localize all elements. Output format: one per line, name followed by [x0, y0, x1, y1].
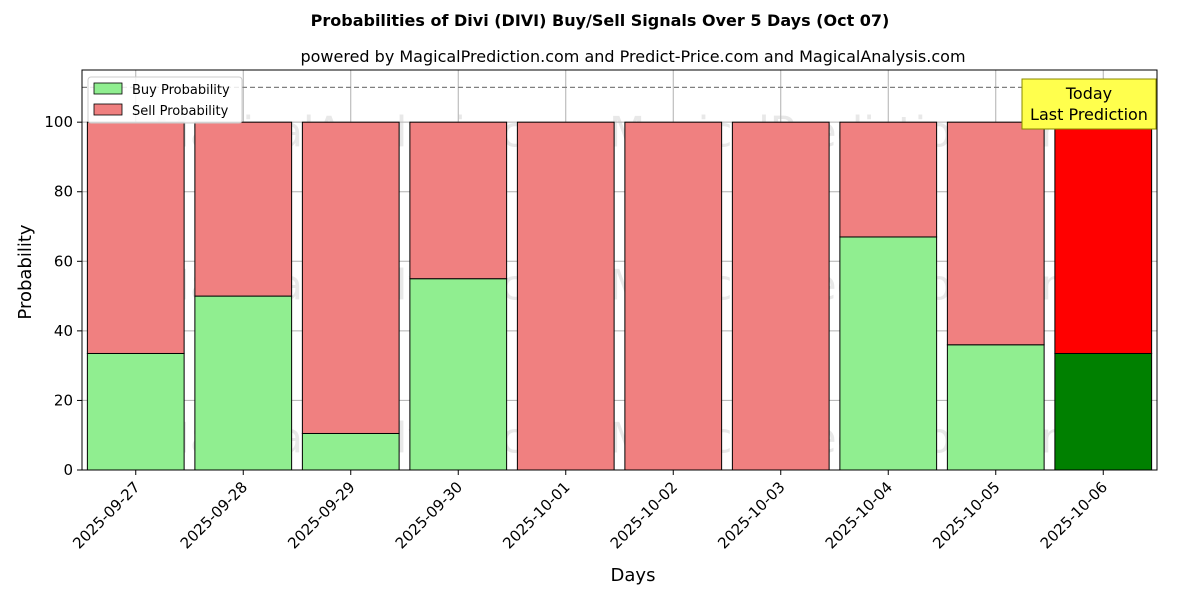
y-tick-label-4: 80: [54, 183, 73, 201]
bar-buy-2025-09-28: [194, 295, 293, 471]
x-tick-label-5: 2025-10-02: [607, 478, 681, 552]
x-axis: 2025-09-27 2025-09-28 2025-09-29 2025-09-30…: [69, 470, 1111, 552]
legend: Buy Probability Sell Probability: [87, 76, 243, 124]
legend-swatch-sell: [93, 103, 123, 116]
x-tick-label-3: 2025-09-30: [392, 478, 466, 552]
legend-box: [87, 76, 243, 124]
bar-buy-2025-10-06: [1054, 352, 1153, 471]
plot-frame: [81, 69, 1158, 471]
bar-buy-2025-09-29: [301, 432, 400, 471]
y-tick-label-1: 20: [54, 391, 73, 409]
x-tick-label-2: 2025-09-29: [284, 478, 358, 552]
x-tick-label-7: 2025-10-04: [822, 478, 896, 552]
bar-buy-2025-10-05: [946, 344, 1045, 471]
legend-label-buy: Buy Probability: [132, 83, 230, 98]
x-tick-label-6: 2025-10-03: [714, 478, 788, 552]
bars: [86, 121, 1153, 471]
chart-subtitle: powered by MagicalPrediction.com and Pre…: [300, 47, 965, 66]
bar-sell-2025-09-30: [409, 121, 508, 280]
bar-sell-2025-10-06: [1054, 121, 1153, 354]
legend-label-sell: Sell Probability: [132, 104, 229, 119]
bar-buy-2025-10-04: [839, 236, 938, 471]
today-annotation: Today Last Prediction: [1021, 78, 1157, 130]
bar-sell-2025-10-04: [839, 121, 938, 238]
watermarks: MagicalAnalysis.comMagicalPrediction.com…: [154, 108, 1082, 463]
bar-sell-2025-09-29: [301, 121, 400, 434]
chart-title: Probabilities of Divi (DIVI) Buy/Sell Si…: [311, 11, 890, 30]
bar-sell-2025-10-01: [516, 121, 615, 471]
bar-sell-2025-09-28: [194, 121, 293, 297]
y-axis-label: Probability: [15, 224, 36, 319]
x-tick-label-8: 2025-10-05: [929, 478, 1003, 552]
bar-sell-2025-09-27: [86, 121, 185, 354]
y-tick-label-2: 40: [54, 322, 73, 340]
annotation-box: [1021, 78, 1157, 130]
bar-buy-2025-09-30: [409, 278, 508, 471]
x-tick-label-0: 2025-09-27: [69, 478, 143, 552]
x-axis-label: Days: [611, 565, 656, 586]
annotation-line-last-prediction: Last Prediction: [1030, 105, 1148, 124]
y-tick-label-5: 100: [44, 113, 73, 131]
legend-swatch-buy: [93, 82, 123, 95]
x-tick-label-4: 2025-10-01: [499, 478, 573, 552]
bar-sell-2025-10-05: [946, 121, 1045, 346]
x-tick-label-1: 2025-09-28: [177, 478, 251, 552]
annotation-line-today: Today: [1065, 84, 1112, 103]
y-tick-label-3: 60: [54, 252, 73, 270]
y-axis: 0 20 40 60 80 100: [44, 113, 82, 479]
bar-sell-2025-10-02: [624, 121, 723, 471]
y-tick-label-0: 0: [63, 461, 73, 479]
bar-buy-2025-09-27: [86, 352, 185, 471]
x-tick-label-9: 2025-10-06: [1037, 478, 1111, 552]
bar-sell-2025-10-03: [731, 121, 830, 471]
